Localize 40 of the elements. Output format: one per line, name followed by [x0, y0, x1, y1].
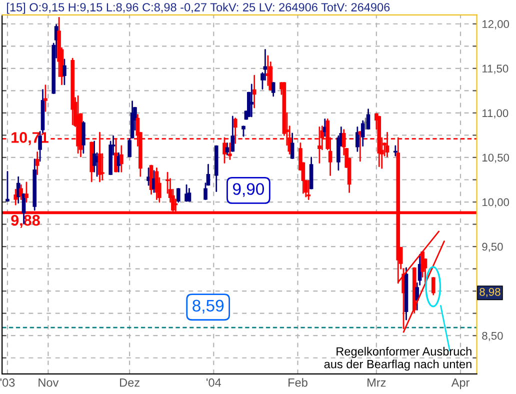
candlestick [14, 188, 18, 206]
candlestick [242, 126, 246, 137]
candlestick [187, 188, 192, 202]
x-tick-label: Mrz [368, 378, 386, 387]
candlestick [290, 132, 294, 160]
y-tick-label: 10,00 [482, 198, 510, 208]
candlestick [271, 82, 276, 97]
candlestick [250, 84, 254, 118]
y-tick-label: 9,50 [482, 242, 503, 252]
candlestick [19, 184, 23, 200]
candlestick [6, 171, 10, 202]
y-tick-label: 11,50 [482, 64, 508, 74]
candlestick [393, 145, 398, 156]
annotation: 9,90 [233, 183, 264, 197]
chart-title: [15] O:9,15 H:9,15 L:8,96 C:8,98 -0,27 TokV: 25 LV: 264906 TotV: 264906 [7, 2, 390, 14]
candlestick [233, 118, 238, 144]
text: 8,98 [480, 288, 500, 298]
x-tick-label: Feb [288, 378, 308, 387]
candlestick [82, 121, 86, 154]
y-tick-label: 10,50 [482, 154, 510, 163]
x-tick-label: Dez [120, 378, 140, 387]
candlestick [431, 277, 436, 296]
candlestick [176, 188, 180, 203]
annotation: Regelkonformer Ausbruch aus der Bearflag nach unten [324, 346, 472, 371]
candlestick [35, 151, 40, 176]
ref-line-label: 8,59 [192, 300, 224, 314]
x-tick-label: Apr [451, 378, 470, 390]
candlestick [62, 58, 66, 86]
y-tick-label: 8,50 [482, 332, 503, 342]
candlestick [44, 84, 48, 112]
candlestick [252, 74, 256, 108]
x-tick-label: '04 [206, 378, 221, 387]
candlestick [206, 164, 210, 186]
y-tick-label: 12,00 [482, 20, 510, 30]
y-tick-label: 11,00 [482, 109, 508, 118]
ref-line-label: 9,88 [11, 214, 40, 228]
x-tick-label: '03 [0, 378, 15, 387]
candlestick [306, 180, 311, 200]
x-tick-label: Nov [38, 378, 59, 387]
candlestick [24, 182, 28, 203]
